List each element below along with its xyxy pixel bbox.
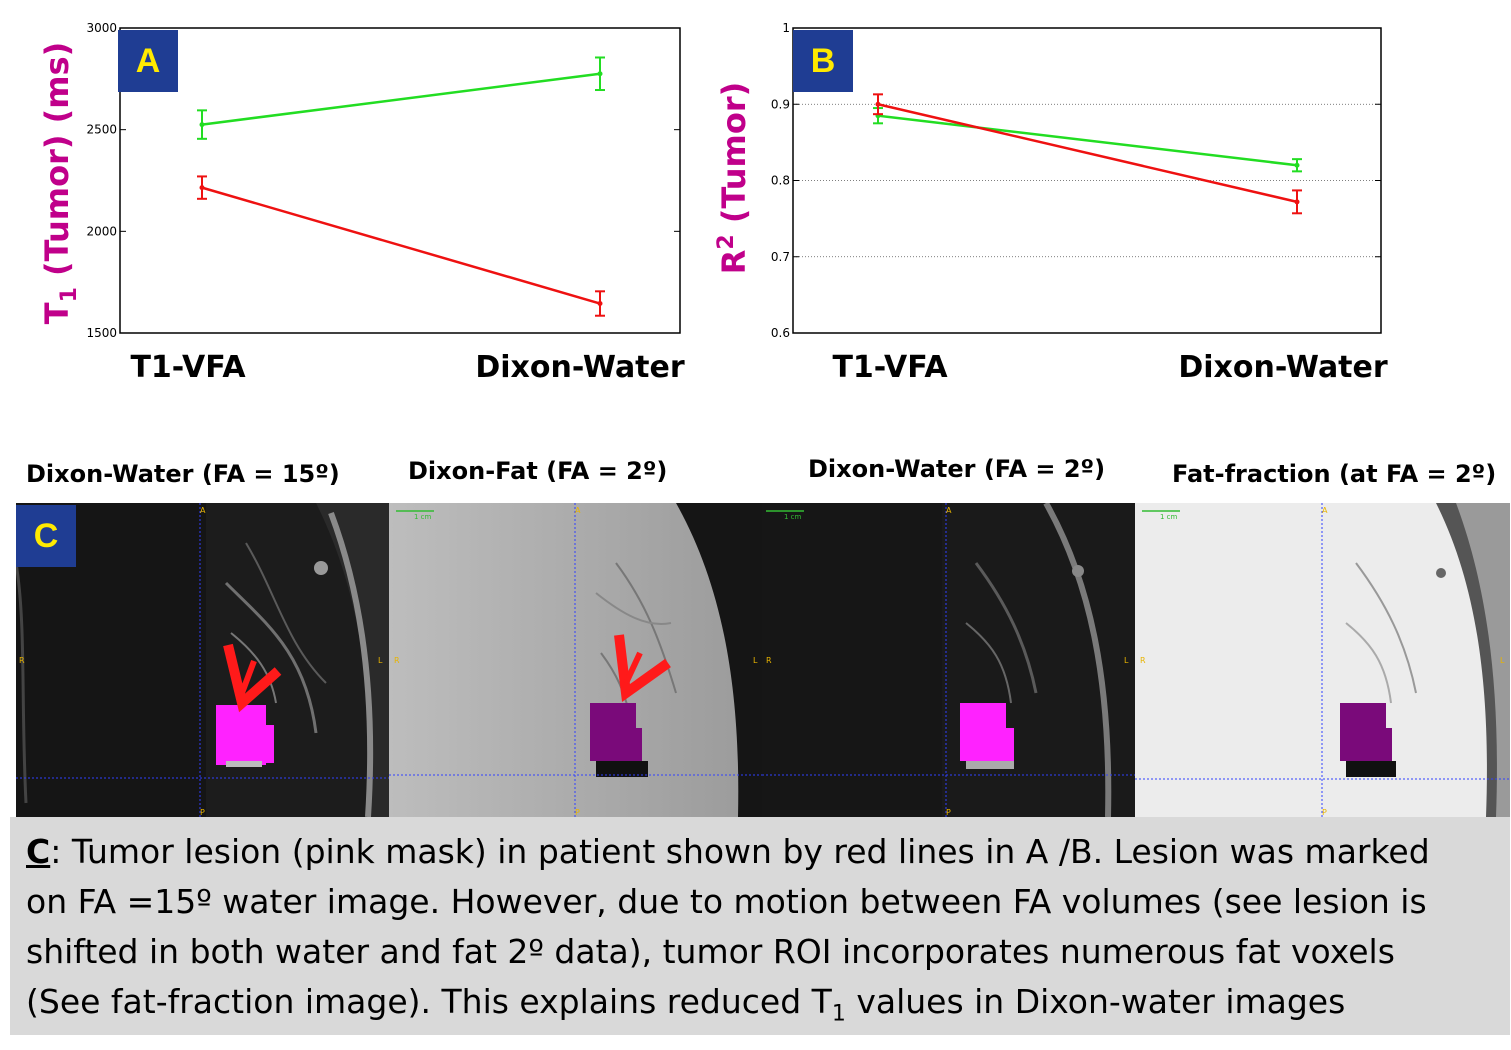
mri-image-water-2: 1 cm A P R L (762, 503, 1135, 817)
chartB-line-green (877, 114, 1298, 167)
chartB-point-green-1 (1294, 162, 1300, 168)
chart-b-y-ticks: 0.6 0.7 0.8 0.9 1 (771, 21, 1381, 340)
panel-c-title-4: Fat-fraction (at FA = 2º) (1172, 460, 1497, 488)
panel-c-title-2: Dixon-Fat (FA = 2º) (408, 457, 668, 485)
chartA-line-green (201, 72, 601, 126)
chart-b-category-2: Dixon-Water (1178, 350, 1388, 385)
chart-b-grid (793, 103, 1381, 258)
orient-right-2: L (753, 656, 758, 665)
orient-left-2: R (394, 656, 400, 665)
orient-left-4: R (1140, 656, 1146, 665)
chart-a-series (197, 56, 605, 317)
orient-bottom-4: P (1322, 808, 1327, 817)
orient-bottom-2: P (575, 808, 580, 817)
mri-image-fat-fraction: 1 cm A P R L (1135, 503, 1510, 817)
caption-line-3: shifted in both water and fat 2º data), … (26, 932, 1395, 971)
chart-b-y-label: R2 (Tumor) (714, 82, 753, 275)
panel-a-badge: A (118, 30, 178, 92)
chartB-y-tick-4: 1 (782, 21, 790, 35)
scale-bar-4: 1 cm (1160, 513, 1178, 521)
orient-top-4: A (1322, 506, 1328, 515)
orient-right-3: L (1124, 656, 1129, 665)
chartB-line-red (877, 103, 1298, 204)
chartA-point-green-1 (597, 71, 603, 77)
orient-left-3: R (766, 656, 772, 665)
orient-top-1: A (200, 506, 206, 515)
chartB-y-tick-2: 0.8 (771, 174, 790, 188)
chart-b-series (873, 93, 1302, 215)
chartA-line-red (201, 186, 601, 305)
mri-image-water-15: A P R L (16, 503, 389, 817)
chartB-point-red-0 (875, 101, 881, 107)
orient-top-2: A (575, 506, 581, 515)
chart-b: 0.6 0.7 0.8 0.9 1 T1-VFA Dixon-Water R2 (Tum… (714, 21, 1388, 385)
arrow-2 (614, 634, 671, 702)
orient-top-3: A (946, 506, 952, 515)
chartA-point-red-1 (597, 301, 603, 307)
chartB-y-tick-3: 0.9 (771, 97, 790, 111)
orient-bottom-3: P (946, 808, 951, 817)
chartA-y-tick-3: 3000 (86, 21, 117, 35)
arrow-1 (223, 643, 282, 713)
orient-left-1: R (19, 656, 25, 665)
panel-c-title-3: Dixon-Water (FA = 2º) (808, 455, 1106, 483)
chart-a-plot-frame (119, 27, 681, 334)
chart-a-y-label: T1 (Tumor) (ms) (38, 42, 82, 325)
chartA-y-tick-2: 2500 (86, 123, 117, 137)
panel-c-badge: C (16, 505, 76, 567)
chart-b-category-1: T1-VFA (832, 350, 948, 385)
panel-c-images: A P R L 1 cm A P R L (16, 503, 1510, 817)
figure-caption: C: Tumor lesion (pink mask) in patient s… (10, 817, 1510, 1035)
chart-a-category-1: T1-VFA (130, 350, 246, 385)
orient-right-4: L (1500, 656, 1505, 665)
caption-line-2: on FA =15º water image. However, due to … (26, 882, 1427, 921)
chartB-y-tick-1: 0.7 (771, 250, 790, 264)
chartB-y-tick-0: 0.6 (771, 326, 790, 340)
orient-bottom-1: P (200, 808, 205, 817)
orient-right-1: L (378, 656, 383, 665)
chartA-point-green-0 (199, 122, 205, 128)
chartA-y-tick-1: 2000 (86, 224, 117, 238)
scale-bar-2: 1 cm (414, 513, 432, 521)
caption-lead: C (26, 832, 51, 871)
caption-line-4: (See fat-fraction image). This explains … (26, 982, 1346, 1027)
scale-bar-3: 1 cm (784, 513, 802, 521)
panel-c-title-1: Dixon-Water (FA = 15º) (26, 460, 340, 488)
mri-image-fat-2: 1 cm A P R L (389, 503, 762, 817)
chartA-y-tick-0: 1500 (86, 326, 117, 340)
chartA-point-red-0 (199, 185, 205, 191)
chart-a: 1500 2000 2500 3000 T1-VFA Dixon-Water T1 (… (38, 21, 685, 385)
chart-a-y-ticks: 1500 2000 2500 3000 (86, 21, 680, 340)
panel-b-badge: B (793, 30, 853, 92)
chart-a-category-2: Dixon-Water (475, 350, 685, 385)
caption-line-1: C: Tumor lesion (pink mask) in patient s… (26, 832, 1430, 871)
chartB-point-red-1 (1294, 199, 1300, 205)
